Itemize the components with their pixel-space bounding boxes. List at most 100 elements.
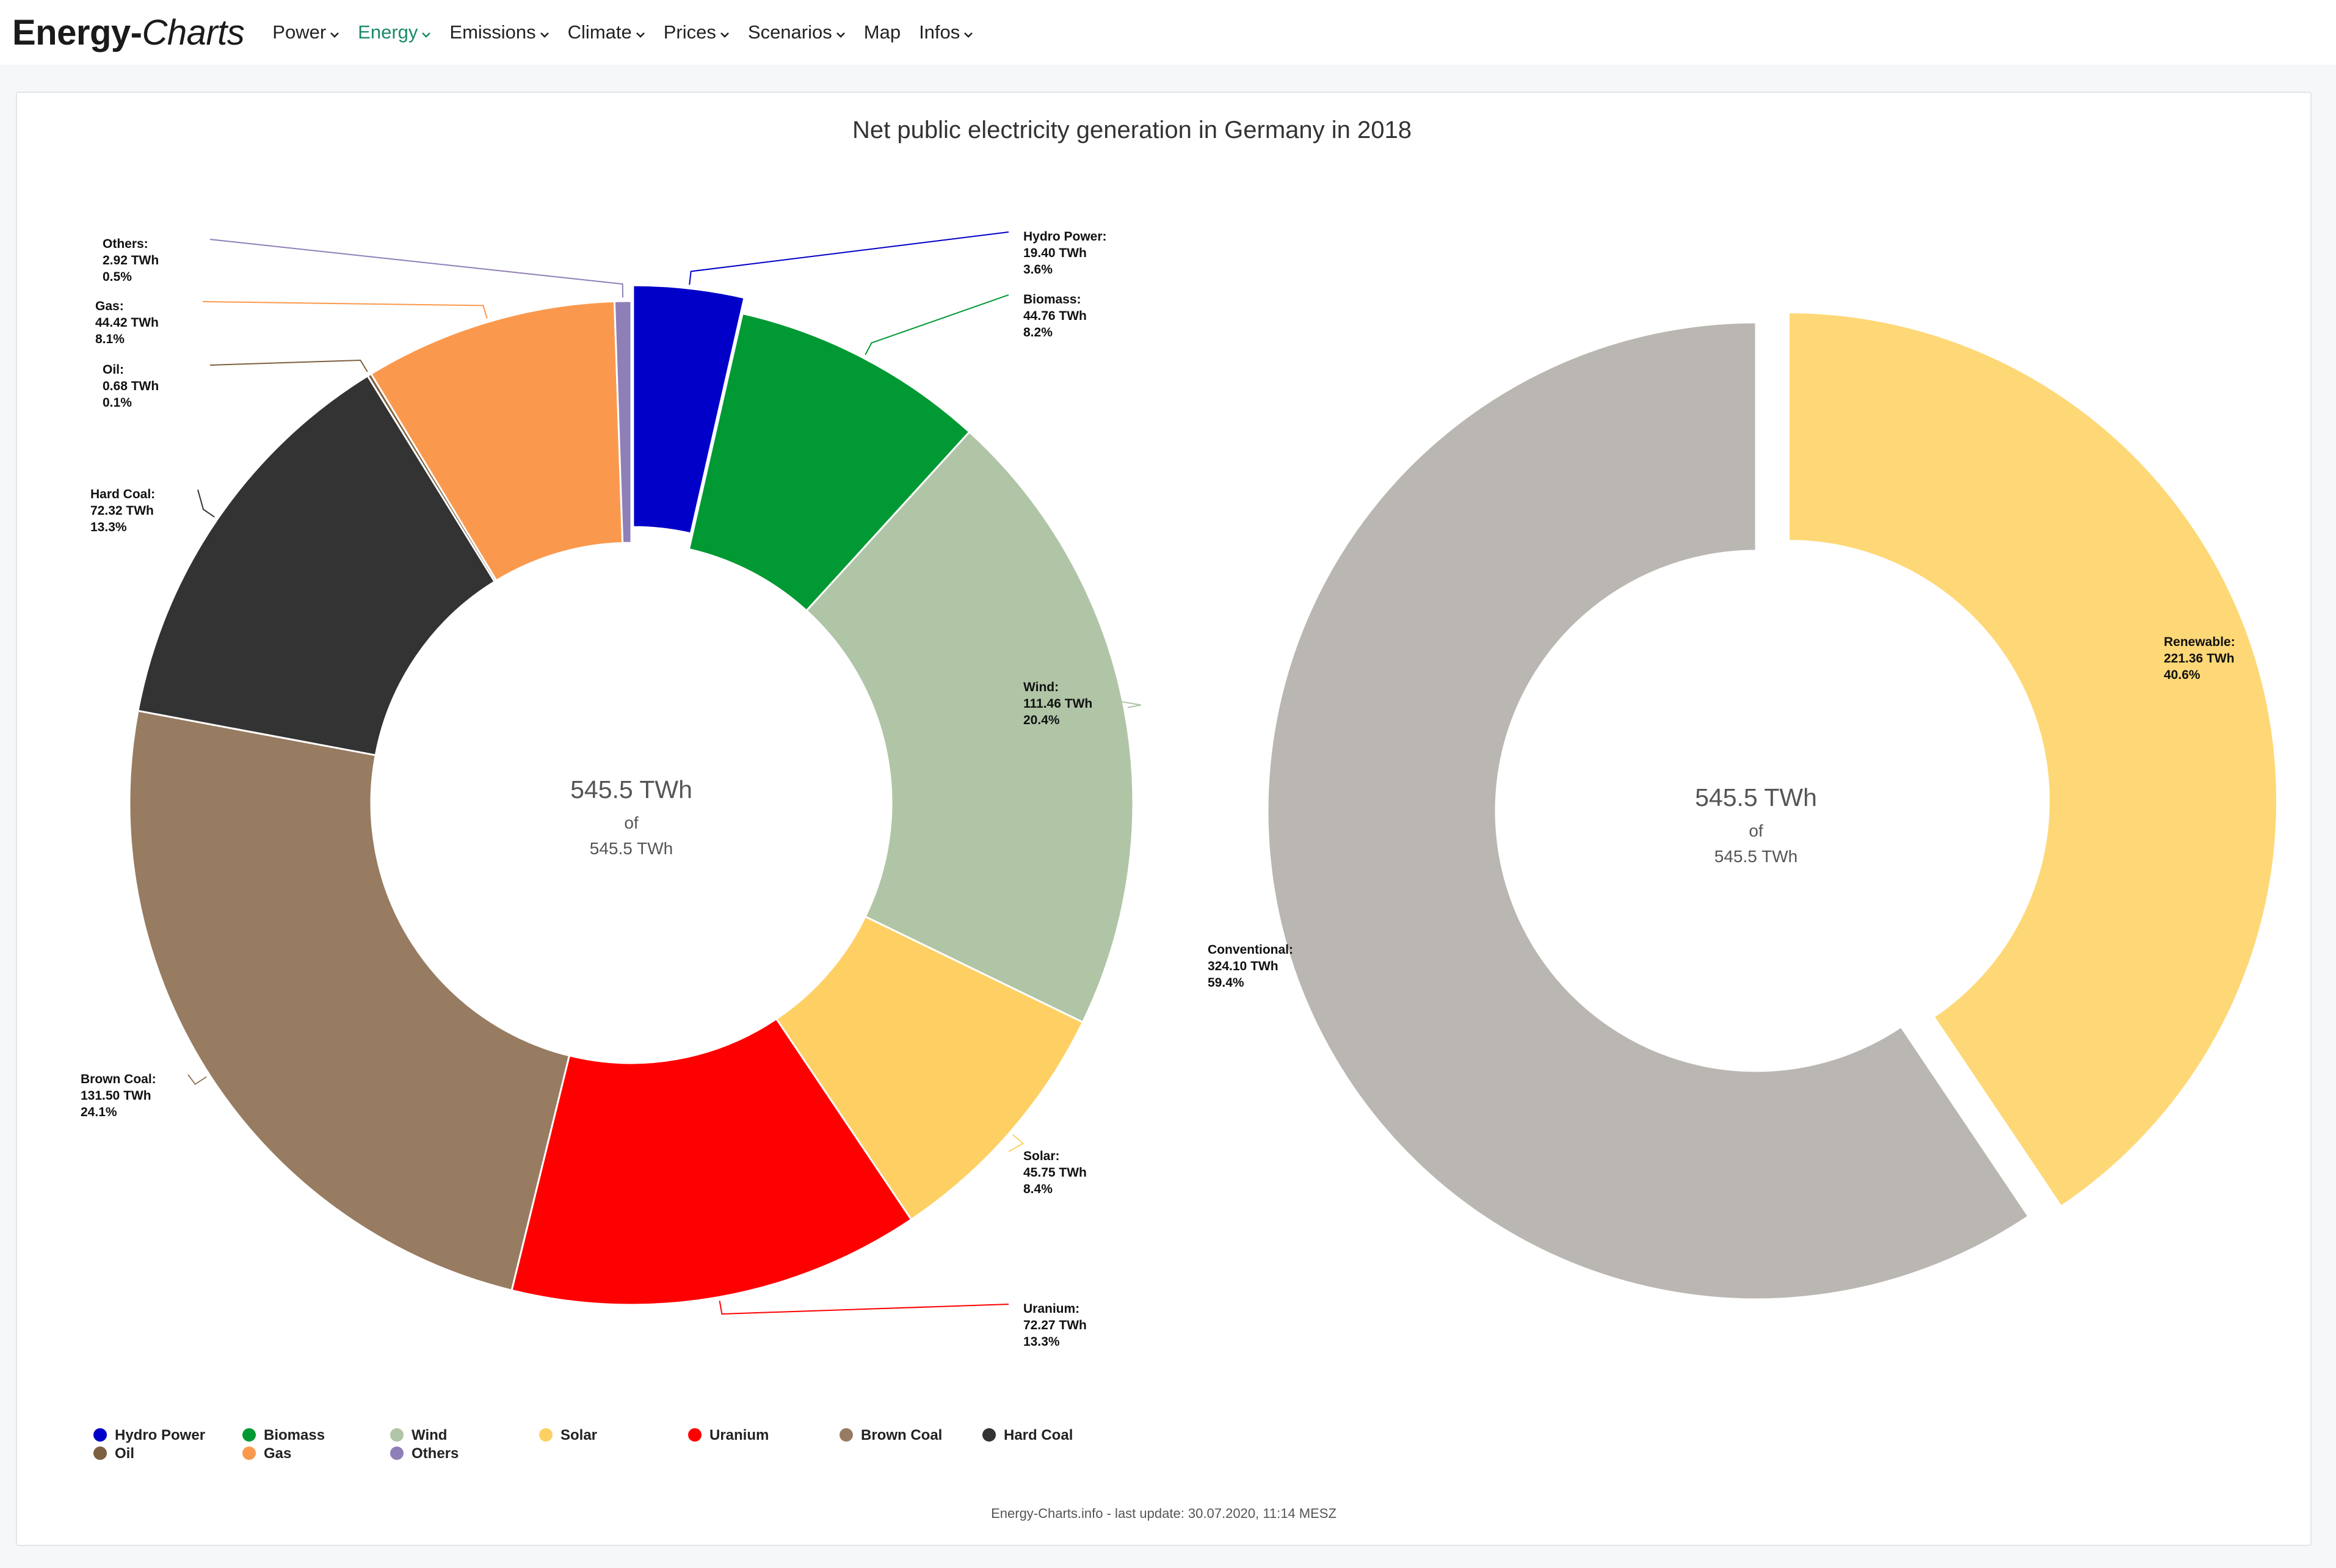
label-connector-brown-coal — [187, 1074, 207, 1085]
slice-conventional[interactable] — [1266, 321, 2030, 1301]
label-connector-gas — [202, 301, 488, 319]
data-label-wind: Wind: 111.46 TWh 20.4% — [1023, 680, 1092, 727]
label-connector-uranium — [719, 1301, 1009, 1315]
legend-item-uranium[interactable]: Uranium — [688, 1427, 769, 1443]
chevron-down-icon — [720, 21, 730, 43]
legend-marker-oil — [93, 1446, 107, 1460]
legend-marker-uranium — [688, 1428, 702, 1442]
chevron-down-icon — [330, 21, 339, 43]
nav-item-label: Infos — [919, 21, 960, 43]
slice-hydro-power[interactable] — [632, 284, 745, 535]
chart-card: Net public electricity generation in Ger… — [16, 92, 2312, 1546]
slice-uranium[interactable] — [510, 1017, 913, 1306]
nav-item-label: Emissions — [449, 21, 536, 43]
nav-item-label: Map — [863, 21, 901, 43]
legend-item-hydro-power[interactable]: Hydro Power — [93, 1427, 205, 1443]
center-total: 545.5 TWh — [1714, 847, 1797, 866]
nav-menu: Power Energy Emissions Climate Prices Scenari… — [272, 21, 992, 43]
legend-label: Brown Coal — [861, 1427, 942, 1443]
legend-marker-hard-coal — [982, 1428, 996, 1442]
legend-item-solar[interactable]: Solar — [539, 1427, 597, 1443]
legend-item-hard-coal[interactable]: Hard Coal — [982, 1427, 1073, 1443]
legend-label: Solar — [560, 1427, 597, 1443]
donut-chart-sources: Hydro Power: 19.40 TWh 3.6% Biomass: 44.76 T… — [81, 230, 1141, 1349]
chevron-down-icon — [963, 21, 973, 43]
slice-renewable[interactable] — [1788, 311, 2279, 1208]
nav-item-emissions[interactable]: Emissions — [449, 21, 549, 43]
legend-marker-wind — [390, 1428, 404, 1442]
center-of: of — [624, 813, 639, 832]
chevron-down-icon — [540, 21, 550, 43]
nav-item-climate[interactable]: Climate — [568, 21, 645, 43]
donut-chart-renewable-vs-conventional: Renewable: 221.36 TWh 40.6% Conventional: 32… — [1208, 311, 2279, 1301]
data-label-others: Others: 2.92 TWh 0.5% — [103, 237, 159, 284]
legend-item-wind[interactable]: Wind — [390, 1427, 447, 1443]
label-connector-biomass — [865, 294, 1009, 355]
center-value: 545.5 TWh — [1695, 783, 1817, 811]
label-connector-wind — [1008, 682, 1141, 708]
top-navbar: Energy-Charts Power Energy Emissions Climat… — [0, 0, 2336, 65]
chevron-down-icon — [636, 21, 645, 43]
data-label-biomass: Biomass: 44.76 TWh 8.2% — [1023, 292, 1087, 339]
data-label-hydro-power: Hydro Power: 19.40 TWh 3.6% — [1023, 230, 1107, 277]
data-label-uranium: Uranium: 72.27 TWh 13.3% — [1023, 1302, 1087, 1349]
label-connector-solar — [1008, 1134, 1025, 1152]
legend-label: Oil — [115, 1445, 134, 1462]
footer-update-text: Energy-Charts.info - last update: 30.07.… — [991, 1506, 1337, 1521]
label-connector-oil — [209, 359, 368, 372]
slice-gas[interactable] — [369, 300, 624, 582]
legend-label: Hydro Power — [115, 1427, 205, 1443]
brand-bold: Energy- — [12, 12, 142, 53]
nav-item-label: Prices — [663, 21, 716, 43]
chart-title: Net public electricity generation in Ger… — [852, 117, 1412, 143]
slice-biomass[interactable] — [687, 312, 971, 612]
legend-marker-biomass — [242, 1428, 256, 1442]
legend-item-brown-coal[interactable]: Brown Coal — [840, 1427, 942, 1443]
legend-marker-gas — [242, 1446, 256, 1460]
nav-item-map[interactable]: Map — [864, 21, 901, 43]
data-label-oil: Oil: 0.68 TWh 0.1% — [103, 363, 159, 410]
chart-canvas: Net public electricity generation in Ger… — [81, 117, 2279, 1521]
label-connector-others — [209, 239, 624, 298]
center-of: of — [1749, 821, 1763, 840]
label-connector-hard-coal — [197, 489, 215, 518]
legend-label: Hard Coal — [1004, 1427, 1073, 1443]
nav-item-label: Energy — [358, 21, 418, 43]
nav-item-label: Scenarios — [747, 21, 832, 43]
data-label-hard-coal: Hard Coal: 72.32 TWh 13.3% — [90, 487, 155, 534]
legend-label: Others — [412, 1445, 459, 1462]
center-total: 545.5 TWh — [590, 839, 673, 858]
slice-solar[interactable] — [775, 915, 1084, 1221]
slice-wind[interactable] — [805, 430, 1134, 1024]
brand-italic: Charts — [142, 12, 245, 53]
nav-item-scenarios[interactable]: Scenarios — [748, 21, 846, 43]
brand-logo[interactable]: Energy-Charts — [12, 12, 245, 53]
center-value: 545.5 TWh — [570, 775, 692, 804]
label-connector-hydro-power — [689, 231, 1009, 285]
data-label-solar: Solar: 45.75 TWh 8.4% — [1023, 1149, 1087, 1196]
legend-marker-brown-coal — [840, 1428, 853, 1442]
legend-marker-solar — [539, 1428, 553, 1442]
nav-item-prices[interactable]: Prices — [664, 21, 730, 43]
nav-item-label: Climate — [567, 21, 632, 43]
legend-item-oil[interactable]: Oil — [93, 1445, 134, 1462]
legend-label: Wind — [412, 1427, 447, 1443]
nav-item-energy[interactable]: Energy — [358, 21, 431, 43]
slice-hard-coal[interactable] — [137, 374, 496, 757]
legend-label: Biomass — [264, 1427, 325, 1443]
legend-item-others[interactable]: Others — [390, 1445, 459, 1462]
legend-item-biomass[interactable]: Biomass — [242, 1427, 325, 1443]
nav-item-infos[interactable]: Infos — [919, 21, 973, 43]
nav-item-label: Power — [272, 21, 327, 43]
slice-brown-coal[interactable] — [128, 710, 571, 1292]
chevron-down-icon — [421, 21, 431, 43]
data-label-gas: Gas: 44.42 TWh 8.1% — [95, 299, 159, 346]
chart-legend: Hydro Power Biomass Wind Solar Uranium Brown … — [93, 1427, 1073, 1462]
chevron-down-icon — [836, 21, 846, 43]
data-label-brown-coal: Brown Coal: 131.50 TWh 24.1% — [81, 1072, 156, 1119]
nav-item-power[interactable]: Power — [272, 21, 339, 43]
legend-marker-others — [390, 1446, 404, 1460]
legend-item-gas[interactable]: Gas — [242, 1445, 291, 1462]
slice-others[interactable] — [613, 300, 633, 544]
legend-label: Gas — [264, 1445, 291, 1462]
